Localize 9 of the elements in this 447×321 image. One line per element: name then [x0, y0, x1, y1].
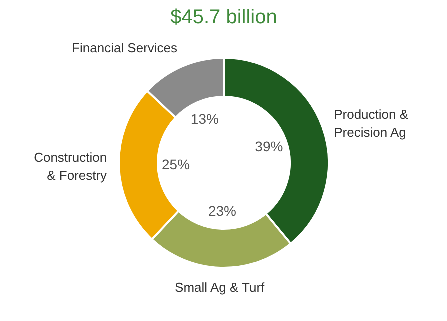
slice-label: Construction & Forestry: [34, 150, 108, 184]
slice-label: Production & Precision Ag: [334, 106, 409, 140]
chart-title: $45.7 billion: [170, 6, 278, 28]
data-label: 13%: [190, 110, 219, 127]
data-label: 25%: [162, 156, 190, 173]
slice-label: Small Ag & Turf: [175, 280, 266, 295]
slice-label: Financial Services: [72, 40, 178, 56]
data-label: 23%: [208, 202, 237, 219]
data-label: 39%: [255, 138, 284, 155]
